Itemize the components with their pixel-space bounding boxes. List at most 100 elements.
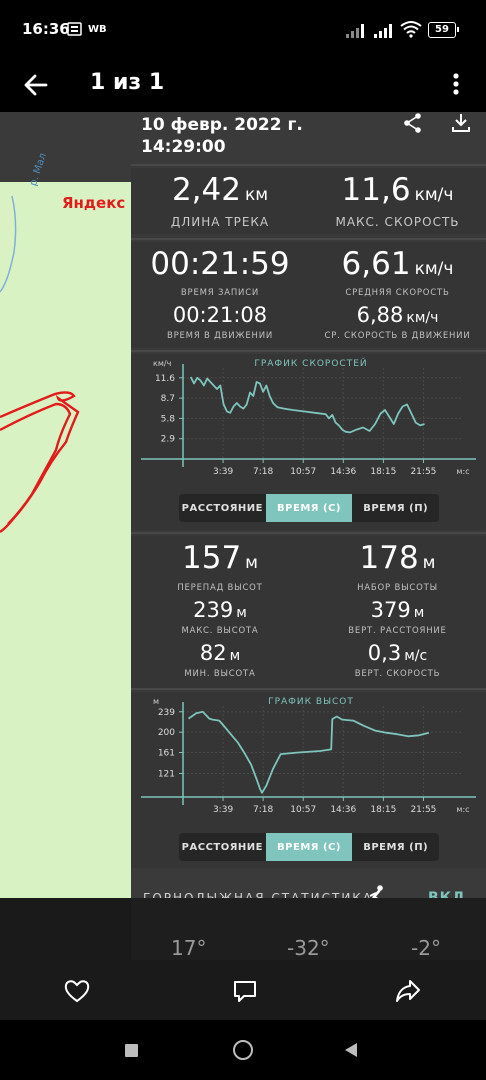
ski-stats-values: 17° -32° -2° xyxy=(131,898,486,960)
vertical-distance-unit: м xyxy=(413,605,425,621)
back-arrow-icon[interactable] xyxy=(20,68,54,102)
divider xyxy=(131,350,486,352)
elevation-chart-mode-toggle: РАССТОЯНИЕ ВРЕМЯ (С) ВРЕМЯ (П) xyxy=(179,833,439,861)
track-date: 10 февр. 2022 г. 14:29:00 xyxy=(141,114,303,158)
moving-time-label: ВРЕМЯ В ДВИЖЕНИИ xyxy=(166,331,274,341)
track-date-line2: 14:29:00 xyxy=(141,137,226,157)
system-nav-bar xyxy=(0,1020,486,1080)
status-time: 16:36 xyxy=(22,20,70,38)
record-time-label: ВРЕМЯ ЗАПИСИ xyxy=(180,288,260,298)
avg-moving-speed-unit: км/ч xyxy=(406,310,439,326)
elevation-drop-number: 157 xyxy=(182,540,242,576)
vertical-distance-label: ВЕРТ. РАССТОЯНИЕ xyxy=(348,626,447,636)
download-icon[interactable] xyxy=(450,112,472,134)
stats-card-time xyxy=(131,242,486,348)
speed-chart-mode-toggle: РАССТОЯНИЕ ВРЕМЯ (С) ВРЕМЯ (П) xyxy=(179,494,439,522)
vertical-speed-value: 0,3 м/с xyxy=(309,641,486,665)
status-bar: 16:36 WB 59 xyxy=(0,0,486,60)
chart-y-unit: км/ч xyxy=(153,359,171,368)
avg-speed-label: СРЕДНЯЯ СКОРОСТЬ xyxy=(345,288,450,298)
avg-speed-unit: км/ч xyxy=(414,259,454,279)
chart-x-unit: м:с xyxy=(456,467,469,476)
chart-y-tick-label: 239 xyxy=(158,708,175,718)
chart-y-tick-label: 200 xyxy=(158,728,175,738)
share-icon[interactable] xyxy=(402,112,424,134)
elevation-gain-unit: м xyxy=(422,553,436,573)
app-toolbar: 1 из 1 xyxy=(0,60,486,112)
divider xyxy=(131,688,486,690)
elevation-min-value: 82 м xyxy=(131,641,309,665)
elevation-max-label: МАКС. ВЫСОТА xyxy=(181,626,259,636)
elevation-min-label: МИН. ВЫСОТА xyxy=(184,669,256,679)
comment-icon[interactable] xyxy=(231,978,259,1010)
left-fade xyxy=(0,898,131,960)
share-forward-icon[interactable] xyxy=(394,978,422,1008)
stats-card-main xyxy=(131,168,486,234)
chart-y-unit: м xyxy=(153,697,159,706)
elevation-stats-card xyxy=(131,536,486,688)
chart-y-tick-label: 2.9 xyxy=(161,435,176,445)
divider xyxy=(131,238,486,240)
bottom-action-bar xyxy=(0,960,486,1020)
elevation-max-number: 239 xyxy=(193,598,234,622)
divider xyxy=(131,532,486,534)
map-overlay xyxy=(0,195,80,533)
page-title: 1 из 1 xyxy=(90,70,165,95)
avg-moving-speed-value: 6,88 км/ч xyxy=(309,303,486,327)
toggle-time-p[interactable]: ВРЕМЯ (П) xyxy=(363,841,429,853)
vertical-distance-number: 379 xyxy=(370,598,411,622)
chart-y-tick-label: 121 xyxy=(158,769,175,779)
divider xyxy=(131,164,486,166)
back-nav-icon[interactable] xyxy=(343,1042,359,1062)
more-vert-icon[interactable] xyxy=(446,66,466,102)
map-view[interactable]: р. Мал Яндекс xyxy=(0,112,131,898)
vertical-speed-unit: м/с xyxy=(404,648,428,664)
signal-icon xyxy=(346,23,368,42)
elevation-gain-number: 178 xyxy=(359,540,419,576)
track-details-panel: 10 февр. 2022 г. 14:29:00 2,42 км ДЛИНА Т… xyxy=(131,112,486,898)
track-date-line1: 10 февр. 2022 г. xyxy=(141,115,303,135)
chart-x-tick-label: 21:55 xyxy=(410,467,436,477)
toggle-time-s[interactable]: ВРЕМЯ (С) xyxy=(265,833,353,861)
chart-x-tick-label: 18:15 xyxy=(370,467,396,477)
avg-moving-speed-number: 6,88 xyxy=(356,303,404,327)
recents-icon[interactable] xyxy=(125,1044,138,1057)
max-speed-number: 11,6 xyxy=(341,172,411,208)
max-speed-value: 11,6 км/ч xyxy=(309,172,486,208)
record-time-value: 00:21:59 xyxy=(150,246,290,282)
elevation-drop-label: ПЕРЕПАД ВЫСОТ xyxy=(177,583,263,593)
avg-speed-value: 6,61 км/ч xyxy=(309,246,486,282)
carrier-badge: WB xyxy=(88,24,107,35)
chart-series-line xyxy=(187,710,430,794)
moving-time-value: 00:21:08 xyxy=(172,303,268,327)
elevation-gain-value: 178 м xyxy=(309,540,486,576)
heart-icon[interactable] xyxy=(63,978,91,1008)
chart-y-tick-label: 8.7 xyxy=(161,394,175,404)
chart-title: ГРАФИК ВЫСОТ xyxy=(268,697,354,707)
ski-value-2: -32° xyxy=(287,936,330,960)
elevation-gain-label: НАБОР ВЫСОТЫ xyxy=(357,583,438,593)
vertical-speed-number: 0,3 xyxy=(367,641,402,665)
toggle-distance[interactable]: РАССТОЯНИЕ xyxy=(181,841,263,853)
ski-value-3: -2° xyxy=(411,936,441,960)
elevation-min-number: 82 xyxy=(199,641,227,665)
home-icon[interactable] xyxy=(233,1040,253,1060)
toggle-time-s[interactable]: ВРЕМЯ (С) xyxy=(265,494,353,522)
chart-x-tick-label: 18:15 xyxy=(370,805,396,815)
max-speed-label: МАКС. СКОРОСТЬ xyxy=(335,215,460,229)
toggle-time-p[interactable]: ВРЕМЯ (П) xyxy=(363,502,429,514)
chart-y-tick-label: 5.8 xyxy=(161,414,176,424)
distance-value: 2,42 км xyxy=(131,172,309,208)
map-provider-logo: Яндекс xyxy=(62,194,126,212)
vertical-speed-label: ВЕРТ. СКОРОСТЬ xyxy=(354,669,441,679)
chart-x-tick-label: 7:18 xyxy=(253,467,273,477)
avg-moving-speed-label: СР. СКОРОСТЬ В ДВИЖЕНИИ xyxy=(324,331,471,341)
chart-x-tick-label: 7:18 xyxy=(253,805,273,815)
map-land xyxy=(0,182,131,898)
chart-x-unit: м:с xyxy=(456,805,469,814)
avg-speed-number: 6,61 xyxy=(341,246,411,282)
toggle-distance[interactable]: РАССТОЯНИЕ xyxy=(181,502,263,514)
chart-y-tick-label: 11.6 xyxy=(155,374,175,384)
elevation-drop-value: 157 м xyxy=(131,540,309,576)
sim-icon xyxy=(67,22,83,40)
